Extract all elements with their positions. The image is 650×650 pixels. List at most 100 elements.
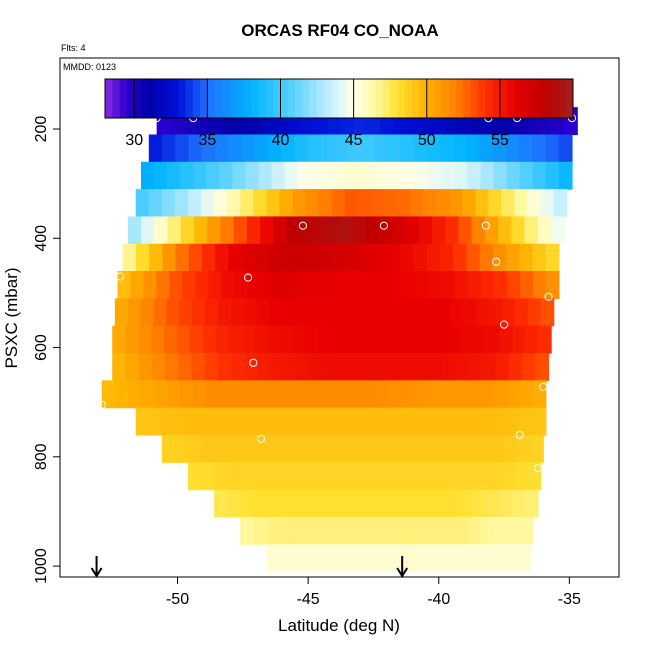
- sample-point: [492, 257, 501, 266]
- heatmap-cell: [149, 243, 163, 272]
- colorbar-swatch: [485, 79, 494, 118]
- heatmap-cell: [553, 189, 568, 218]
- colorbar-swatch: [536, 79, 545, 118]
- heatmap-cell: [493, 380, 508, 409]
- colorbar-swatch: [141, 79, 150, 118]
- heatmap-cell: [431, 216, 446, 245]
- heatmap-cell: [154, 380, 168, 409]
- heatmap-cell: [310, 161, 325, 190]
- heatmap-cell: [232, 380, 247, 409]
- colorbar-swatch: [178, 79, 186, 118]
- heatmap-cell: [402, 380, 416, 409]
- heatmap-cell: [127, 216, 142, 245]
- heatmap-cell: [294, 134, 309, 163]
- heatmap-cell: [373, 134, 388, 163]
- heatmap-cell: [221, 271, 235, 299]
- colorbar-swatch: [243, 79, 252, 118]
- heatmap-cell: [371, 544, 386, 573]
- heatmap-cell: [490, 544, 505, 573]
- colorbar-swatch: [185, 79, 194, 118]
- heatmap-cell: [167, 216, 182, 245]
- heatmap-cell: [469, 353, 483, 381]
- heatmap-cell: [390, 271, 404, 299]
- heatmap-cell: [471, 216, 486, 245]
- heatmap-cell: [426, 243, 441, 272]
- mmdd-note: MMDD: 0123: [63, 62, 116, 72]
- heatmap-cell: [228, 407, 243, 436]
- heatmap-cell: [503, 544, 518, 573]
- heatmap-cell: [477, 544, 492, 573]
- heatmap-cell: [403, 271, 417, 299]
- heatmap-cell: [454, 161, 469, 190]
- colorbar-swatch: [287, 79, 296, 118]
- heatmap-cell: [174, 189, 189, 218]
- heatmap-cell: [501, 462, 516, 491]
- heatmap-cell: [112, 325, 126, 354]
- heatmap-cell: [449, 189, 463, 218]
- colorbar-swatch: [163, 79, 172, 118]
- heatmap-cell: [336, 353, 351, 381]
- heatmap-cell: [271, 161, 286, 190]
- colorbar-swatch: [529, 79, 537, 118]
- heatmap-cell: [267, 134, 282, 163]
- heatmap-cell: [488, 189, 503, 218]
- heatmap-cell: [214, 462, 228, 491]
- heatmap-cell: [297, 353, 312, 381]
- heatmap-cell: [382, 489, 397, 518]
- heatmap-cell: [514, 298, 529, 327]
- sample-point: [544, 292, 553, 301]
- heatmap-cell: [282, 298, 297, 327]
- heatmap-cell: [188, 434, 202, 463]
- heatmap-cell: [148, 134, 163, 163]
- colorbar-swatch: [434, 79, 442, 118]
- y-tick-label: 600: [33, 334, 50, 361]
- y-tick-label: 1000: [33, 548, 50, 584]
- heatmap-cell: [467, 161, 482, 190]
- heatmap-cell: [532, 271, 547, 299]
- heatmap-cell: [424, 298, 439, 327]
- heatmap-cell: [219, 380, 233, 409]
- heatmap-cell: [306, 516, 321, 545]
- heatmap-cell: [481, 271, 495, 299]
- heatmap-cell: [377, 271, 391, 299]
- heatmap-cell: [175, 243, 190, 272]
- heatmap-cell: [188, 462, 202, 491]
- heatmap-cell: [398, 298, 413, 327]
- heatmap-cell: [492, 407, 507, 436]
- heatmap-cell: [402, 161, 416, 190]
- heatmap-cell: [191, 353, 206, 381]
- heatmap-cell: [505, 134, 520, 163]
- heatmap-cell: [352, 216, 367, 245]
- sample-point: [249, 358, 258, 367]
- heatmap-cell: [454, 380, 469, 409]
- heatmap-cell: [360, 407, 375, 436]
- heatmap-cell: [154, 216, 169, 245]
- heatmap-cell: [254, 134, 269, 163]
- heatmap-cell: [418, 216, 433, 245]
- heatmap-cell: [127, 298, 142, 327]
- heatmap-cell: [320, 134, 335, 163]
- heatmap-cell: [135, 407, 150, 436]
- heatmap-cell: [359, 516, 374, 545]
- colorbar-swatch: [558, 79, 567, 118]
- heatmap-cell: [370, 325, 384, 354]
- heatmap-cell: [284, 353, 298, 381]
- heatmap-cell: [286, 271, 300, 299]
- heatmap-cell: [228, 243, 243, 272]
- heatmap-cell: [279, 544, 294, 573]
- heatmap-cell: [284, 161, 299, 190]
- heatmap-cell: [215, 407, 229, 436]
- x-tick-label: -40: [427, 591, 450, 608]
- heatmap-cell: [462, 462, 476, 491]
- heatmap-cell: [220, 216, 235, 245]
- sample-point: [500, 320, 509, 329]
- colorbar-swatch: [507, 79, 515, 118]
- heatmap-cell: [434, 489, 448, 518]
- colorbar-swatch: [134, 79, 143, 118]
- heatmap-cell: [351, 271, 365, 299]
- heatmap-cell: [506, 243, 520, 272]
- heatmap-cell: [429, 271, 443, 299]
- heatmap-cell: [387, 407, 401, 436]
- heatmap-cell: [423, 189, 437, 218]
- heatmap-cell: [336, 380, 351, 409]
